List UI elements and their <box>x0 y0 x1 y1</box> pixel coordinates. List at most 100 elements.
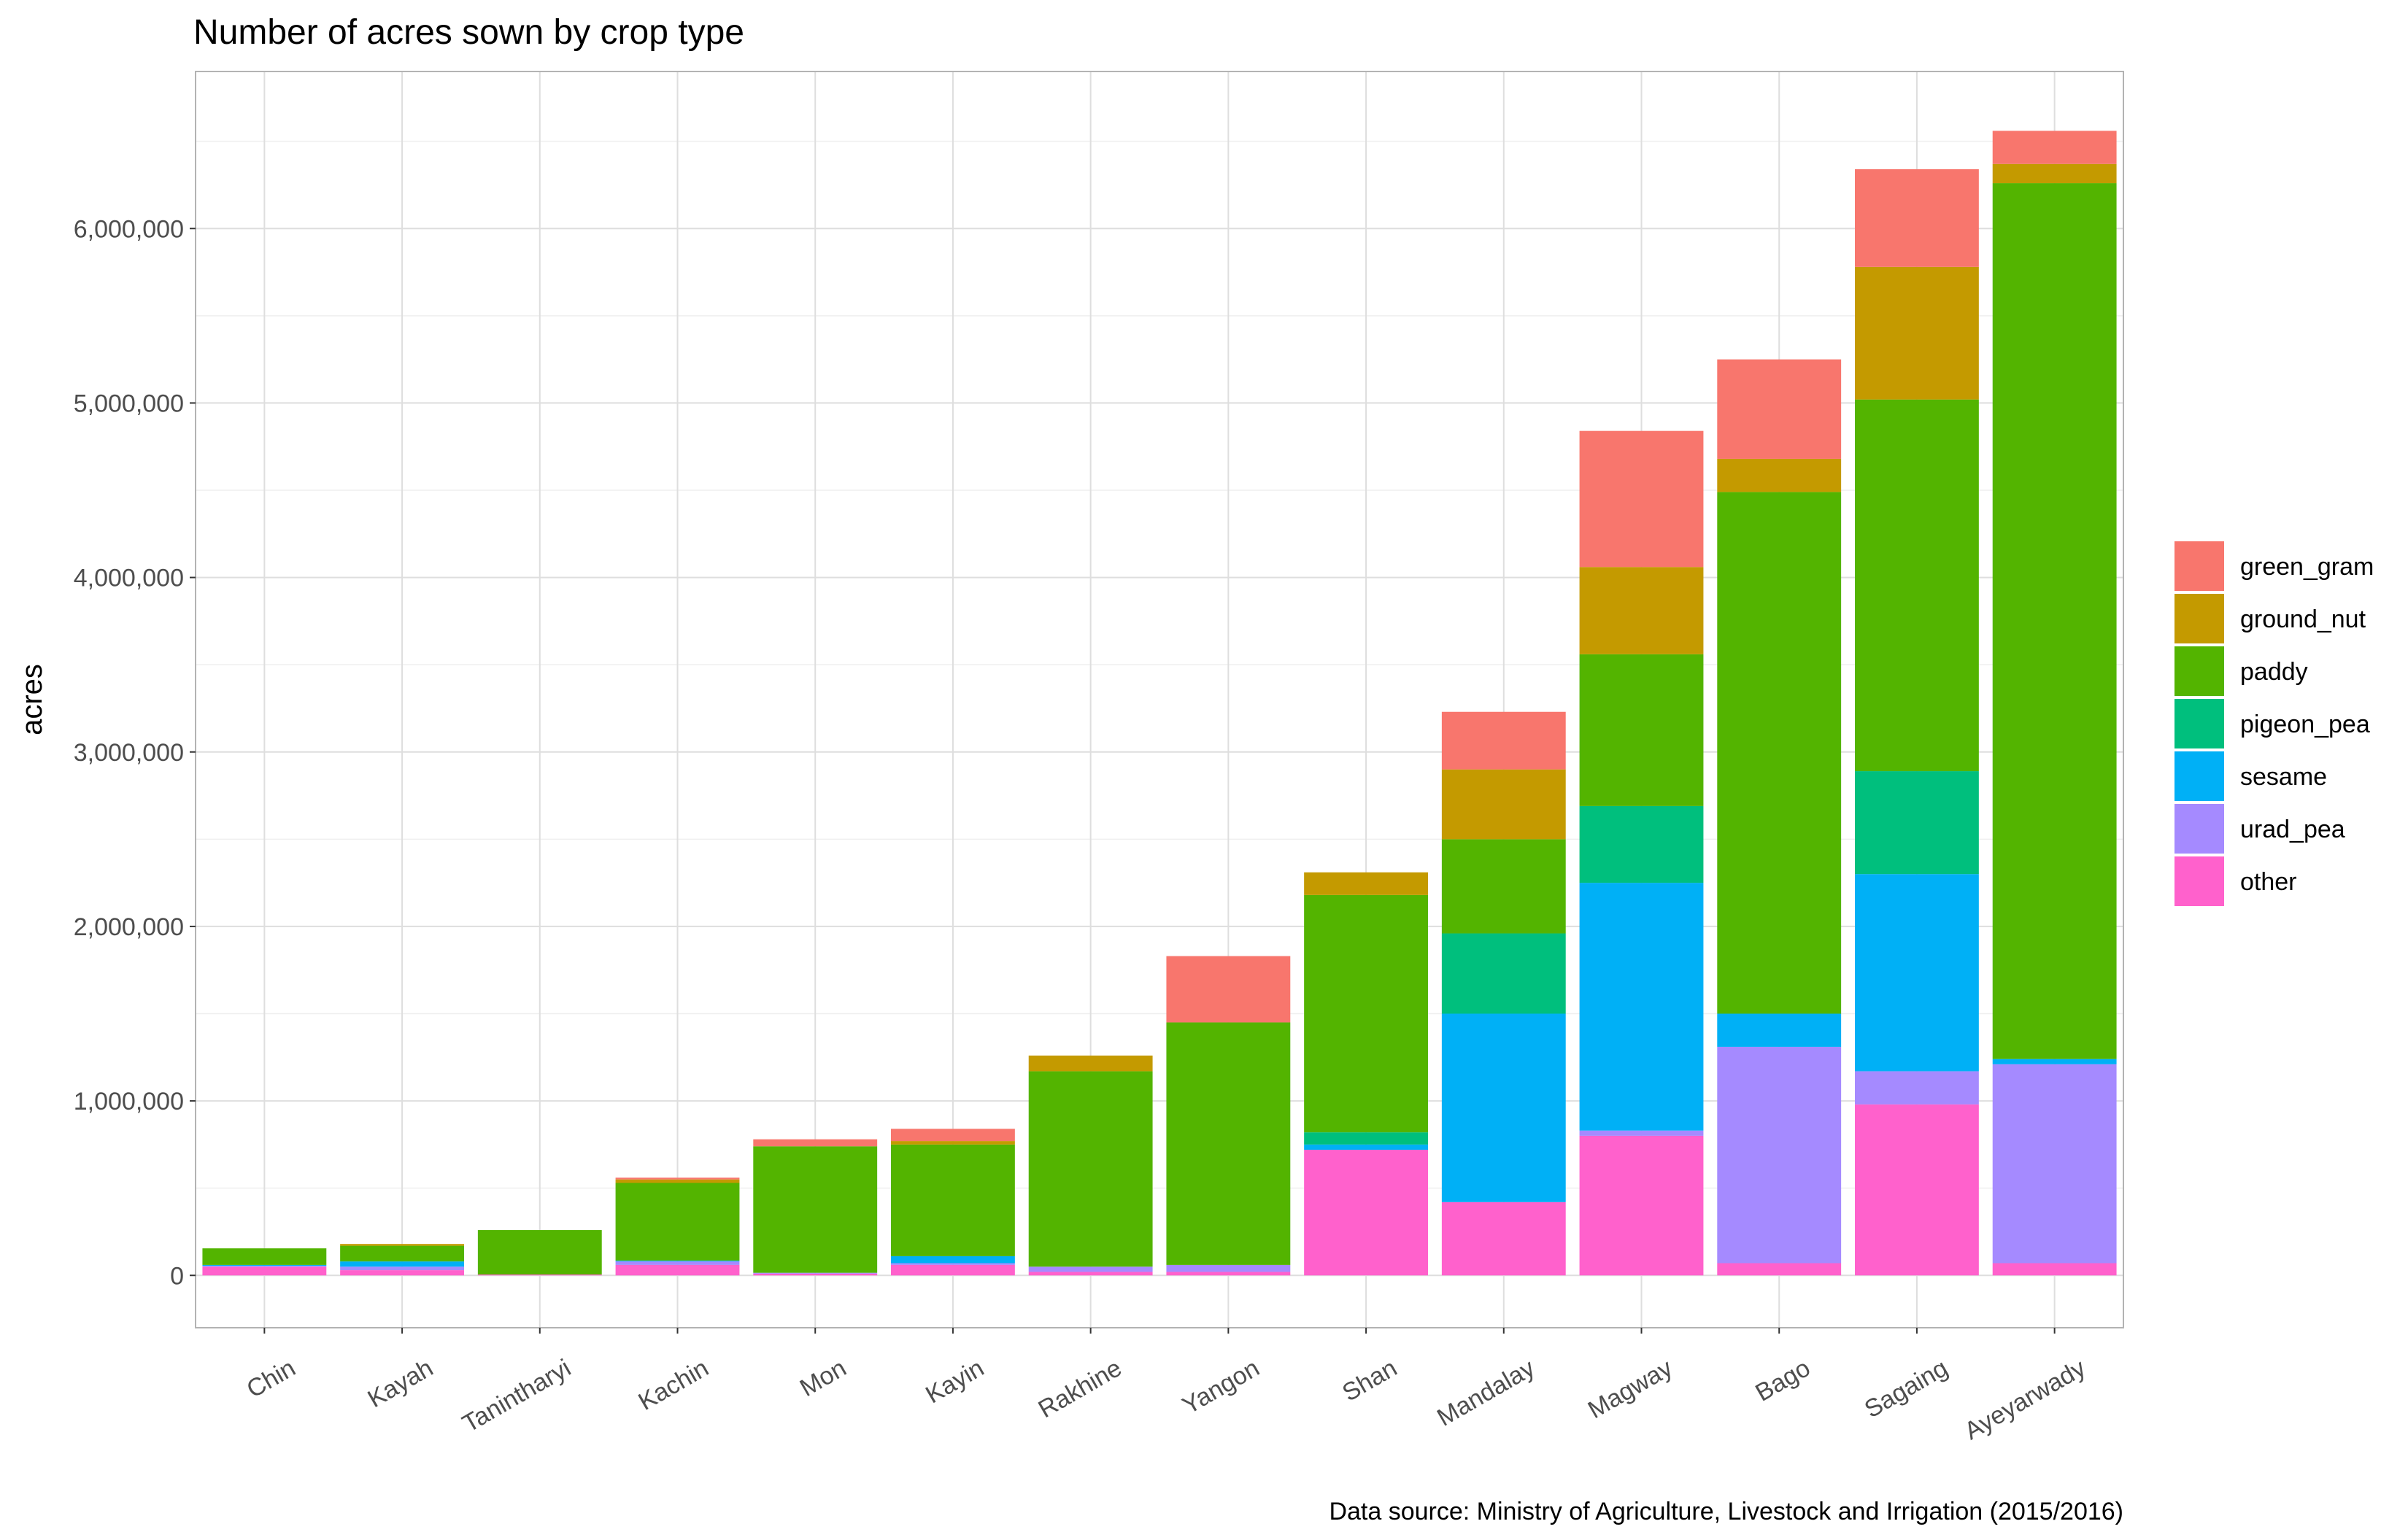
bar-paddy-tanintharyi <box>477 1230 602 1275</box>
caption: Data source: Ministry of Agriculture, Li… <box>1329 1498 2123 1525</box>
bar-paddy-bago <box>1717 492 1842 1014</box>
x-tick-label: Rakhine <box>1034 1354 1127 1423</box>
x-tick-label: Chin <box>242 1354 301 1404</box>
panel-border <box>195 71 2124 1328</box>
bar-ground_nut-sagaing <box>1855 266 1979 400</box>
y-tick-label: 1,000,000 <box>74 1088 184 1115</box>
bar-other-ayeyarwady <box>1992 1263 2117 1276</box>
bar-green_gram-mandalay <box>1441 711 1566 770</box>
y-tick-label: 4,000,000 <box>74 565 184 592</box>
bar-paddy-kayah <box>340 1245 464 1262</box>
bar-other-bago <box>1717 1263 1842 1276</box>
bar-urad_pea-kachin <box>615 1261 740 1265</box>
legend-key-other <box>2174 856 2224 906</box>
bar-ground_nut-magway <box>1579 567 1704 654</box>
bar-ground_nut-rakhine <box>1028 1055 1153 1072</box>
bar-green_gram-sagaing <box>1855 169 1979 267</box>
legend-key-paddy <box>2174 646 2224 696</box>
bar-pigeon_pea-shan <box>1304 1132 1428 1145</box>
x-tick-label: Ayeyarwady <box>1960 1354 2091 1445</box>
bar-other-kachin <box>615 1264 740 1276</box>
bar-urad_pea-mon <box>753 1272 878 1274</box>
legend-label-urad_pea: urad_pea <box>2240 816 2345 843</box>
bar-paddy-shan <box>1304 894 1428 1133</box>
legend-label-ground_nut: ground_nut <box>2240 606 2366 633</box>
x-tick-label: Mon <box>795 1354 851 1402</box>
y-tick-label: 5,000,000 <box>74 390 184 417</box>
bar-green_gram-ayeyarwady <box>1992 131 2117 164</box>
legend-key-green_gram <box>2174 541 2224 591</box>
legend-label-other: other <box>2240 868 2297 896</box>
bar-urad_pea-sagaing <box>1855 1071 1979 1104</box>
bar-other-tanintharyi <box>477 1274 602 1276</box>
x-tick-label: Mandalay <box>1432 1354 1540 1432</box>
bar-other-mandalay <box>1441 1202 1566 1276</box>
bars <box>202 131 2117 1276</box>
bar-other-magway <box>1579 1135 1704 1276</box>
y-axis-ticks: 0 1,000,000 2,000,000 3,000,000 4,000,000 5,0… <box>74 215 196 1290</box>
legend-key-urad_pea <box>2174 804 2224 854</box>
chart-title: Number of acres sown by crop type <box>193 13 744 52</box>
x-tick-label: Magway <box>1583 1354 1678 1424</box>
bar-paddy-mon <box>753 1146 878 1273</box>
bar-sesame-kayah <box>340 1261 464 1267</box>
legend-label-green_gram: green_gram <box>2240 553 2374 581</box>
legend-key-pigeon_pea <box>2174 699 2224 748</box>
bar-other-mon <box>753 1273 878 1276</box>
bar-other-yangon <box>1166 1272 1291 1276</box>
bar-other-shan <box>1304 1150 1428 1276</box>
bar-green_gram-yangon <box>1166 956 1291 1023</box>
x-tick-label: Kachin <box>633 1354 713 1416</box>
bar-sesame-chin <box>202 1264 327 1266</box>
y-tick-label: 0 <box>170 1262 184 1290</box>
bar-paddy-chin <box>202 1248 327 1265</box>
bar-other-rakhine <box>1028 1272 1153 1276</box>
y-axis-label: acres <box>16 664 48 735</box>
bar-paddy-yangon <box>1166 1022 1291 1265</box>
bar-green_gram-kachin <box>615 1177 740 1180</box>
x-axis-ticks: Chin Kayah Tanintharyi Kachin Mon Kayin Rakhin… <box>242 1328 2091 1445</box>
bar-urad_pea-kayah <box>340 1266 464 1271</box>
y-tick-label: 6,000,000 <box>74 215 184 243</box>
bar-paddy-rakhine <box>1028 1071 1153 1267</box>
y-tick-label: 3,000,000 <box>74 739 184 767</box>
bar-urad_pea-yangon <box>1166 1264 1291 1272</box>
bar-paddy-magway <box>1579 654 1704 806</box>
x-tick-label: Kayin <box>921 1354 989 1409</box>
legend-key-ground_nut <box>2174 594 2224 643</box>
bar-urad_pea-ayeyarwady <box>1992 1064 2117 1264</box>
bar-green_gram-magway <box>1579 430 1704 568</box>
bar-other-kayah <box>340 1270 464 1276</box>
bar-urad_pea-bago <box>1717 1046 1842 1264</box>
bar-green_gram-kayin <box>891 1129 1015 1142</box>
bar-sesame-bago <box>1717 1013 1842 1047</box>
bar-sesame-sagaing <box>1855 874 1979 1072</box>
bar-urad_pea-magway <box>1579 1130 1704 1136</box>
bar-sesame-mandalay <box>1441 1013 1566 1202</box>
bar-other-sagaing <box>1855 1104 1979 1276</box>
bar-paddy-sagaing <box>1855 399 1979 772</box>
x-tick-label: Kayah <box>363 1354 438 1413</box>
bar-paddy-kayin <box>891 1144 1015 1256</box>
legend-label-sesame: sesame <box>2240 763 2327 791</box>
legend-label-pigeon_pea: pigeon_pea <box>2240 711 2370 738</box>
bar-other-kayin <box>891 1264 1015 1276</box>
bar-ground_nut-kachin <box>615 1179 740 1183</box>
bar-urad_pea-kayin <box>891 1263 1015 1265</box>
bar-pigeon_pea-sagaing <box>1855 771 1979 875</box>
x-tick-label: Tanintharyi <box>458 1354 575 1438</box>
x-tick-label: Bago <box>1751 1354 1815 1407</box>
bar-sesame-ayeyarwady <box>1992 1059 2117 1064</box>
bar-ground_nut-ayeyarwady <box>1992 163 2117 184</box>
bar-pigeon_pea-mandalay <box>1441 933 1566 1014</box>
bar-sesame-magway <box>1579 883 1704 1131</box>
x-tick-label: Yangon <box>1178 1354 1264 1420</box>
bar-green_gram-mon <box>753 1139 878 1147</box>
bar-green_gram-bago <box>1717 359 1842 459</box>
bar-paddy-kachin <box>615 1183 740 1261</box>
bar-sesame-shan <box>1304 1144 1428 1150</box>
bar-ground_nut-shan <box>1304 872 1428 895</box>
x-tick-label: Shan <box>1338 1354 1402 1407</box>
